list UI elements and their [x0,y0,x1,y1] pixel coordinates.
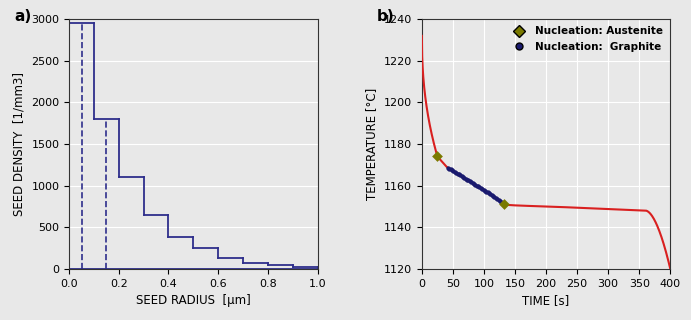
Point [477,186,488,191]
Point [460,176,471,181]
Point [473,184,484,189]
Point [488,194,499,199]
Point [457,174,468,180]
Point [489,195,500,200]
Point [466,180,477,185]
Text: a): a) [15,9,32,24]
Point [486,193,498,198]
Point [475,186,486,191]
Point [482,190,493,195]
Point [468,181,480,186]
Point [480,188,491,193]
Text: b): b) [377,9,395,24]
Point [452,171,463,176]
Y-axis label: TEMPERATURE [°C]: TEMPERATURE [°C] [366,88,379,200]
Point [445,167,456,172]
Point [474,185,485,190]
Point [471,183,482,188]
Point [492,196,503,202]
Point [470,182,481,187]
Point [478,187,489,192]
Point [455,173,466,178]
Point [456,174,467,179]
Point [448,169,459,174]
Point [495,198,506,204]
X-axis label: TIME [s]: TIME [s] [522,294,569,307]
Point [451,170,462,175]
Point [432,154,443,159]
Point [481,189,492,194]
Point [496,199,507,204]
X-axis label: SEED RADIUS  [μm]: SEED RADIUS [μm] [136,294,251,307]
Y-axis label: SEED DENSITY  [1/mm3]: SEED DENSITY [1/mm3] [12,72,26,216]
Point [485,192,496,197]
Point [462,177,473,182]
Point [463,178,474,183]
Legend: Nucleation: Austenite, Nucleation:  Graphite: Nucleation: Austenite, Nucleation: Graph… [504,22,667,56]
Point [459,175,470,180]
Point [493,197,504,203]
Point [449,169,460,174]
Point [453,172,464,177]
Point [484,191,495,196]
Point [442,165,453,170]
Point [491,196,502,201]
Point [446,168,457,173]
Point [499,202,510,207]
Point [464,179,475,184]
Point [467,180,478,186]
Point [444,166,455,171]
